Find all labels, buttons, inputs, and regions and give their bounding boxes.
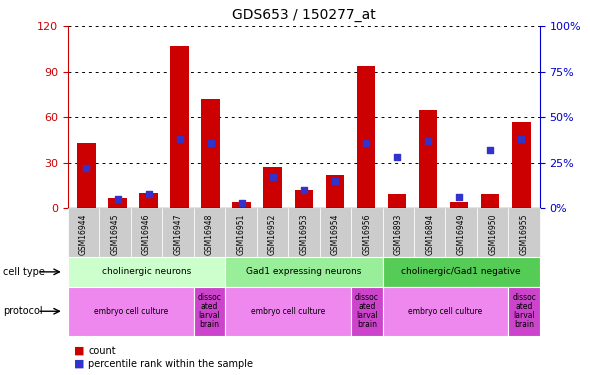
Bar bbox=[201, 99, 220, 208]
Point bbox=[454, 194, 464, 200]
Text: percentile rank within the sample: percentile rank within the sample bbox=[88, 359, 254, 369]
Bar bbox=[108, 198, 127, 208]
Text: Gad1 expressing neurons: Gad1 expressing neurons bbox=[246, 267, 362, 276]
Text: cholinergic/Gad1 negative: cholinergic/Gad1 negative bbox=[401, 267, 521, 276]
Bar bbox=[450, 202, 468, 208]
Bar bbox=[356, 66, 375, 208]
Text: ■: ■ bbox=[74, 346, 84, 355]
Text: GSM16945: GSM16945 bbox=[110, 213, 120, 255]
Bar bbox=[294, 190, 313, 208]
Point bbox=[486, 147, 495, 153]
Text: GSM16954: GSM16954 bbox=[331, 213, 340, 255]
Text: dissoc
ated
larval
brain: dissoc ated larval brain bbox=[198, 293, 221, 329]
Text: count: count bbox=[88, 346, 116, 355]
Point bbox=[516, 136, 526, 142]
Point bbox=[175, 136, 184, 142]
Text: embryo cell culture: embryo cell culture bbox=[251, 307, 325, 316]
Text: GSM16955: GSM16955 bbox=[520, 213, 529, 255]
Point bbox=[361, 140, 371, 146]
Point bbox=[82, 165, 91, 171]
Text: GSM16950: GSM16950 bbox=[488, 213, 497, 255]
Text: GSM16952: GSM16952 bbox=[268, 214, 277, 255]
Point bbox=[113, 196, 122, 202]
Bar bbox=[512, 122, 530, 208]
Text: dissoc
ated
larval
brain: dissoc ated larval brain bbox=[512, 293, 536, 329]
Bar bbox=[232, 202, 251, 208]
Bar bbox=[419, 110, 437, 208]
Bar bbox=[77, 143, 96, 208]
Text: GSM16894: GSM16894 bbox=[425, 214, 434, 255]
Text: cell type: cell type bbox=[3, 267, 45, 277]
Point bbox=[206, 140, 215, 146]
Text: protocol: protocol bbox=[3, 306, 42, 316]
Text: embryo cell culture: embryo cell culture bbox=[408, 307, 483, 316]
Text: GSM16947: GSM16947 bbox=[173, 213, 182, 255]
Point bbox=[424, 138, 433, 144]
Text: GSM16951: GSM16951 bbox=[237, 214, 245, 255]
Point bbox=[330, 178, 340, 184]
Text: GSM16948: GSM16948 bbox=[205, 214, 214, 255]
Text: GSM16956: GSM16956 bbox=[362, 213, 371, 255]
Point bbox=[392, 154, 402, 160]
Bar bbox=[139, 193, 158, 208]
Text: dissoc
ated
larval
brain: dissoc ated larval brain bbox=[355, 293, 379, 329]
Text: GSM16946: GSM16946 bbox=[142, 213, 151, 255]
Text: GSM16944: GSM16944 bbox=[79, 213, 88, 255]
Point bbox=[144, 190, 153, 196]
Point bbox=[268, 174, 277, 180]
Text: GSM16893: GSM16893 bbox=[394, 214, 403, 255]
Bar bbox=[264, 167, 282, 208]
Text: embryo cell culture: embryo cell culture bbox=[94, 307, 168, 316]
Point bbox=[299, 187, 309, 193]
Title: GDS653 / 150277_at: GDS653 / 150277_at bbox=[232, 9, 376, 22]
Bar bbox=[388, 195, 407, 208]
Text: cholinergic neurons: cholinergic neurons bbox=[102, 267, 191, 276]
Text: GSM16953: GSM16953 bbox=[299, 213, 309, 255]
Bar bbox=[326, 175, 344, 208]
Point bbox=[237, 200, 247, 206]
Text: ■: ■ bbox=[74, 359, 84, 369]
Bar bbox=[171, 46, 189, 208]
Text: GSM16949: GSM16949 bbox=[457, 213, 466, 255]
Bar bbox=[481, 195, 500, 208]
